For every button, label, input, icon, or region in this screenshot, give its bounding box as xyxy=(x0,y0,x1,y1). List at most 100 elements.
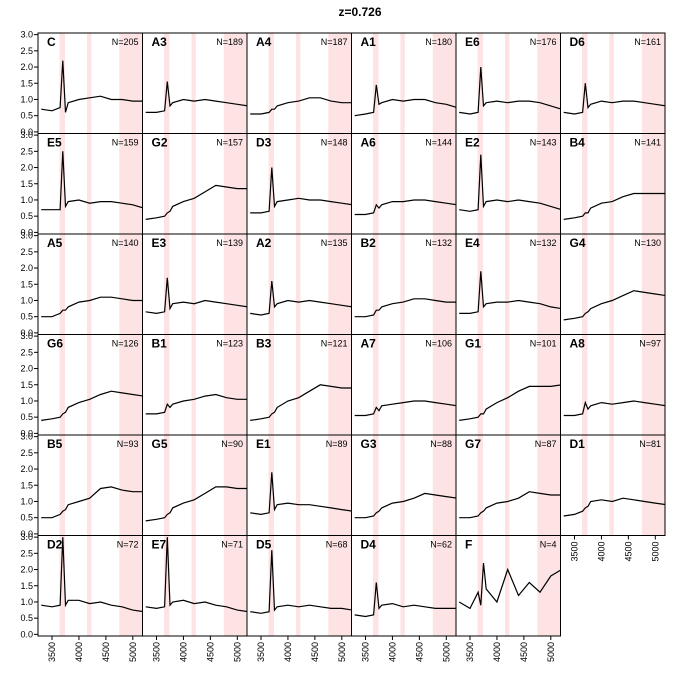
panel xyxy=(459,234,561,335)
spectrum-line xyxy=(563,290,665,321)
shaded-region xyxy=(119,234,143,335)
panel xyxy=(250,133,352,234)
shaded-region xyxy=(373,435,379,536)
spectrum-line xyxy=(459,384,561,421)
x-tick-label: 4000 xyxy=(492,642,502,662)
panel xyxy=(145,535,247,636)
shaded-region xyxy=(223,535,247,636)
spectrum-line xyxy=(145,184,247,220)
shaded-region xyxy=(59,234,65,335)
shaded-region xyxy=(328,435,352,536)
shaded-region xyxy=(432,435,456,536)
shaded-region xyxy=(191,535,196,636)
shaded-region xyxy=(537,535,561,636)
panel-label: E3 xyxy=(152,236,167,250)
panel xyxy=(354,133,456,234)
shaded-region xyxy=(609,133,614,234)
panel xyxy=(250,435,352,536)
panel-label: E4 xyxy=(465,236,480,250)
y-tick-label: 2.5 xyxy=(20,247,33,257)
y-tick-label: 2.0 xyxy=(20,464,33,474)
y-tick-label: 1.0 xyxy=(20,496,33,506)
panel xyxy=(354,535,456,636)
shaded-region xyxy=(641,334,665,435)
shaded-region xyxy=(296,33,301,134)
panel xyxy=(563,334,665,435)
shaded-region xyxy=(59,435,65,536)
y-tick-label: 1.5 xyxy=(20,179,33,189)
spectrum-line xyxy=(250,167,352,214)
shaded-region xyxy=(505,234,510,335)
spectrum-line xyxy=(250,472,352,516)
x-tick-label: 3500 xyxy=(570,542,580,562)
shaded-region xyxy=(268,334,274,435)
y-tick-label: 0.5 xyxy=(20,613,33,623)
shaded-region xyxy=(296,334,301,435)
panel xyxy=(563,435,665,536)
shaded-region xyxy=(296,435,301,536)
x-tick-label: 5000 xyxy=(650,542,660,562)
panel xyxy=(250,535,352,636)
shaded-region xyxy=(400,535,405,636)
spectrum-line xyxy=(41,296,143,318)
x-tick-label: 5000 xyxy=(441,642,451,662)
x-tick-label: 3500 xyxy=(47,642,57,662)
shaded-region xyxy=(164,133,170,234)
panel-label: G7 xyxy=(465,437,481,451)
spectrum-line xyxy=(354,84,456,117)
panel-label: A6 xyxy=(361,136,377,150)
shaded-region xyxy=(609,234,614,335)
shaded-region xyxy=(641,133,665,234)
shaded-region xyxy=(223,133,247,234)
x-tick-label: 4500 xyxy=(519,642,529,662)
shaded-region xyxy=(164,535,170,636)
shaded-region xyxy=(537,234,561,335)
panel xyxy=(145,435,247,536)
panel-frame xyxy=(560,434,666,536)
x-tick-label: 3500 xyxy=(256,642,266,662)
spectrum-line xyxy=(459,154,561,212)
panel xyxy=(459,33,561,134)
y-tick-label: 1.5 xyxy=(20,279,33,289)
shaded-region xyxy=(164,334,170,435)
y-tick-label: 3.0 xyxy=(20,432,33,442)
x-tick-label: 4500 xyxy=(414,642,424,662)
shaded-region xyxy=(477,334,483,435)
panel xyxy=(459,334,561,435)
shaded-region xyxy=(296,133,301,234)
panel xyxy=(354,33,456,134)
panel-label: D1 xyxy=(570,437,586,451)
y-tick-label: 1.0 xyxy=(20,195,33,205)
panel-count: N=187 xyxy=(321,37,348,47)
x-tick-label: 5000 xyxy=(128,642,138,662)
y-tick-label: 2.0 xyxy=(20,565,33,575)
spectrum-line xyxy=(41,537,143,613)
shaded-region xyxy=(223,33,247,134)
y-tick-label: 3.0 xyxy=(20,231,33,241)
y-tick-label: 2.0 xyxy=(20,163,33,173)
shaded-region xyxy=(432,33,456,134)
panel-count: N=71 xyxy=(221,540,243,550)
panel-count: N=140 xyxy=(112,238,139,248)
shaded-region xyxy=(400,234,405,335)
panel-count: N=87 xyxy=(535,439,557,449)
shaded-region xyxy=(119,535,143,636)
spectrum-line xyxy=(563,192,665,220)
x-tick-label: 4000 xyxy=(178,642,188,662)
panel-label: B4 xyxy=(570,136,586,150)
panel xyxy=(145,334,247,435)
panel-label: B2 xyxy=(361,236,377,250)
y-tick-label: 2.5 xyxy=(20,548,33,558)
panel xyxy=(145,33,247,134)
panel-count: N=121 xyxy=(321,339,348,349)
shaded-region xyxy=(268,535,274,636)
spectrum-line xyxy=(563,497,665,517)
panel-count: N=132 xyxy=(425,238,452,248)
shaded-region xyxy=(505,133,510,234)
shaded-region xyxy=(537,33,561,134)
panel-count: N=143 xyxy=(530,138,557,148)
spectrum-line xyxy=(459,491,561,519)
shaded-region xyxy=(328,535,352,636)
y-tick-label: 2.0 xyxy=(20,364,33,374)
spectrum-line xyxy=(41,60,143,113)
